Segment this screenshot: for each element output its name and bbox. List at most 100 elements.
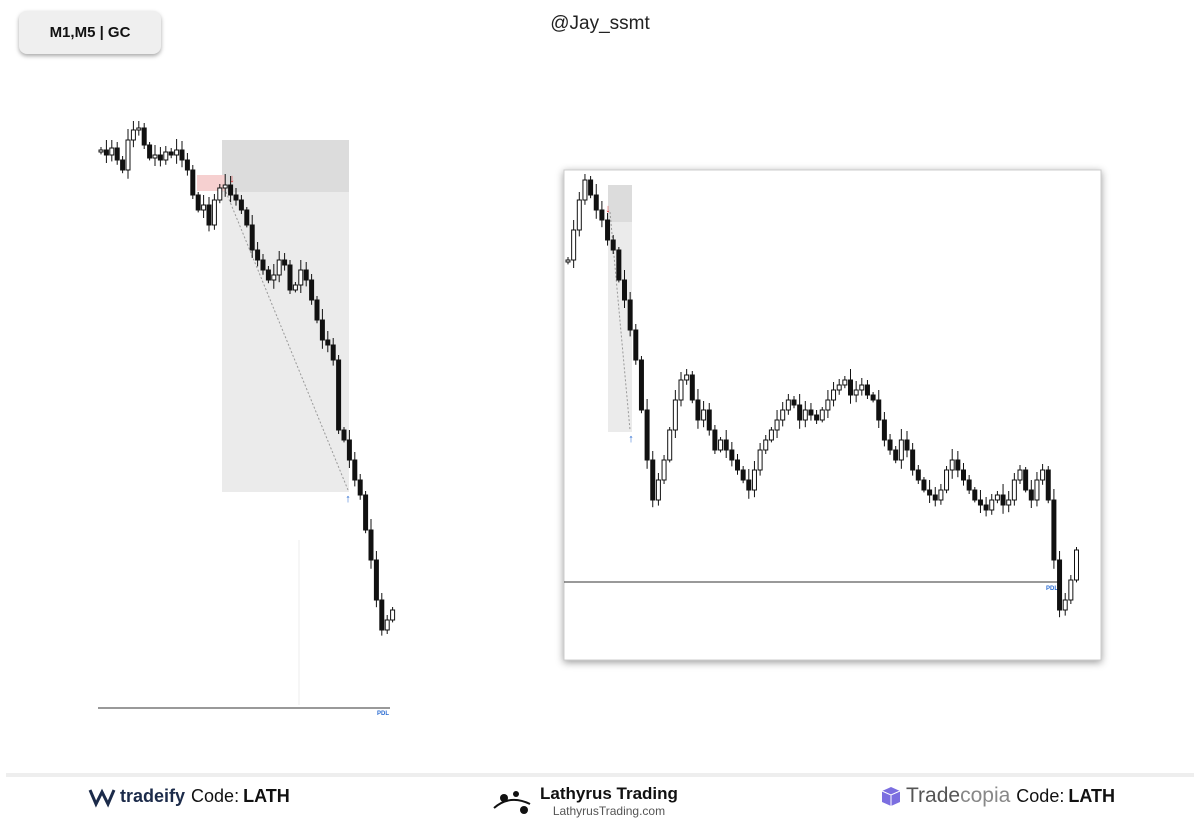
candle-part xyxy=(972,489,978,501)
code-label: Code: xyxy=(1016,785,1065,806)
candle-part xyxy=(588,179,594,196)
candle-part xyxy=(346,439,352,461)
candle-part xyxy=(206,204,212,226)
brand-a: Trade xyxy=(906,784,961,807)
candle-part xyxy=(893,449,899,461)
candle-part xyxy=(571,229,577,261)
candle-part xyxy=(994,494,1000,501)
candle-part xyxy=(729,449,735,461)
entry-zone xyxy=(197,175,225,191)
candle-part xyxy=(848,379,853,396)
candle-part xyxy=(222,184,228,189)
candle-part xyxy=(616,249,622,281)
candle-part xyxy=(174,149,180,156)
candle-part xyxy=(949,459,955,471)
candle-part xyxy=(689,374,695,401)
candle-part xyxy=(966,479,972,491)
candle-part xyxy=(1045,469,1051,501)
candle-part xyxy=(605,219,611,241)
candle-part xyxy=(363,494,369,531)
candle-part xyxy=(130,129,136,141)
candle-part xyxy=(184,159,190,171)
candle-part xyxy=(927,489,933,496)
candle-part xyxy=(98,149,104,153)
candle-part xyxy=(201,204,207,211)
candle-part xyxy=(785,399,791,411)
candle-part xyxy=(644,409,650,461)
candle-part xyxy=(695,399,701,421)
candle-part xyxy=(740,469,746,481)
candle-part xyxy=(808,409,814,416)
pdl-label: PDL xyxy=(1046,586,1058,592)
candle-part xyxy=(103,149,109,156)
candle-part xyxy=(319,319,325,341)
footer-rule xyxy=(6,773,1194,777)
candle-part xyxy=(298,269,304,286)
candle-part xyxy=(1040,469,1046,481)
candle-part xyxy=(1051,499,1057,561)
candle-part xyxy=(292,284,298,291)
candle-part xyxy=(157,154,163,161)
candle-part xyxy=(859,384,865,391)
candle-part xyxy=(825,399,831,411)
candle-part xyxy=(120,159,126,171)
candle-part xyxy=(661,459,667,481)
candle-part xyxy=(244,209,250,226)
candle-part xyxy=(610,239,616,251)
candle-part xyxy=(955,459,961,471)
candle-part xyxy=(712,429,718,451)
brand: tradeify xyxy=(120,785,186,806)
exit-arrow: ↑ xyxy=(345,493,351,505)
candle-part xyxy=(238,199,244,211)
candle-part xyxy=(1062,599,1068,611)
sell-arrow: ↓ xyxy=(605,203,611,215)
author-handle: @Jay_ssmt xyxy=(550,13,650,34)
candle-part xyxy=(325,339,331,346)
candle-part xyxy=(352,459,358,481)
candle-part xyxy=(887,439,893,451)
candle-part xyxy=(593,194,599,211)
candle-part xyxy=(831,389,837,401)
candle-part xyxy=(582,179,588,201)
code-label: Code: xyxy=(191,785,240,806)
sponsor-center: Lathyrus Trading LathyrusTrading.com xyxy=(490,784,678,818)
candle-part xyxy=(757,449,763,471)
candle-part xyxy=(282,259,288,266)
pdl-label: PDL xyxy=(377,711,389,717)
candle-part xyxy=(357,479,363,496)
candle-part xyxy=(163,151,169,161)
candle-part xyxy=(774,419,780,431)
candle-part xyxy=(802,409,808,421)
candle-part xyxy=(706,409,712,431)
candle-part xyxy=(763,439,769,451)
candle-part xyxy=(904,439,910,451)
candle-part xyxy=(109,147,115,156)
candle-part xyxy=(314,299,320,321)
candle-part xyxy=(217,187,223,201)
candle-part xyxy=(179,149,185,161)
candle-part xyxy=(1068,579,1074,601)
candle-part xyxy=(341,429,347,441)
candle-part xyxy=(633,329,639,361)
candle-part xyxy=(751,469,757,491)
candle-part xyxy=(565,259,571,263)
code: LATH xyxy=(243,785,290,806)
candle-part xyxy=(853,389,859,396)
candle-part xyxy=(870,394,876,401)
candle-part xyxy=(881,419,887,441)
stop-zone xyxy=(608,185,632,222)
candle-part xyxy=(667,429,673,461)
candle-part xyxy=(233,194,239,201)
candle-part xyxy=(989,499,995,511)
candle-part xyxy=(638,359,644,411)
candle-part xyxy=(211,199,217,226)
candle-part xyxy=(1000,494,1006,506)
candle-part xyxy=(746,479,752,491)
candle-part xyxy=(864,384,870,396)
candle-part xyxy=(168,151,174,156)
candle-part xyxy=(265,269,271,281)
candles-right xyxy=(565,174,1079,618)
stop-zone xyxy=(222,140,349,192)
candle-part xyxy=(195,194,201,211)
